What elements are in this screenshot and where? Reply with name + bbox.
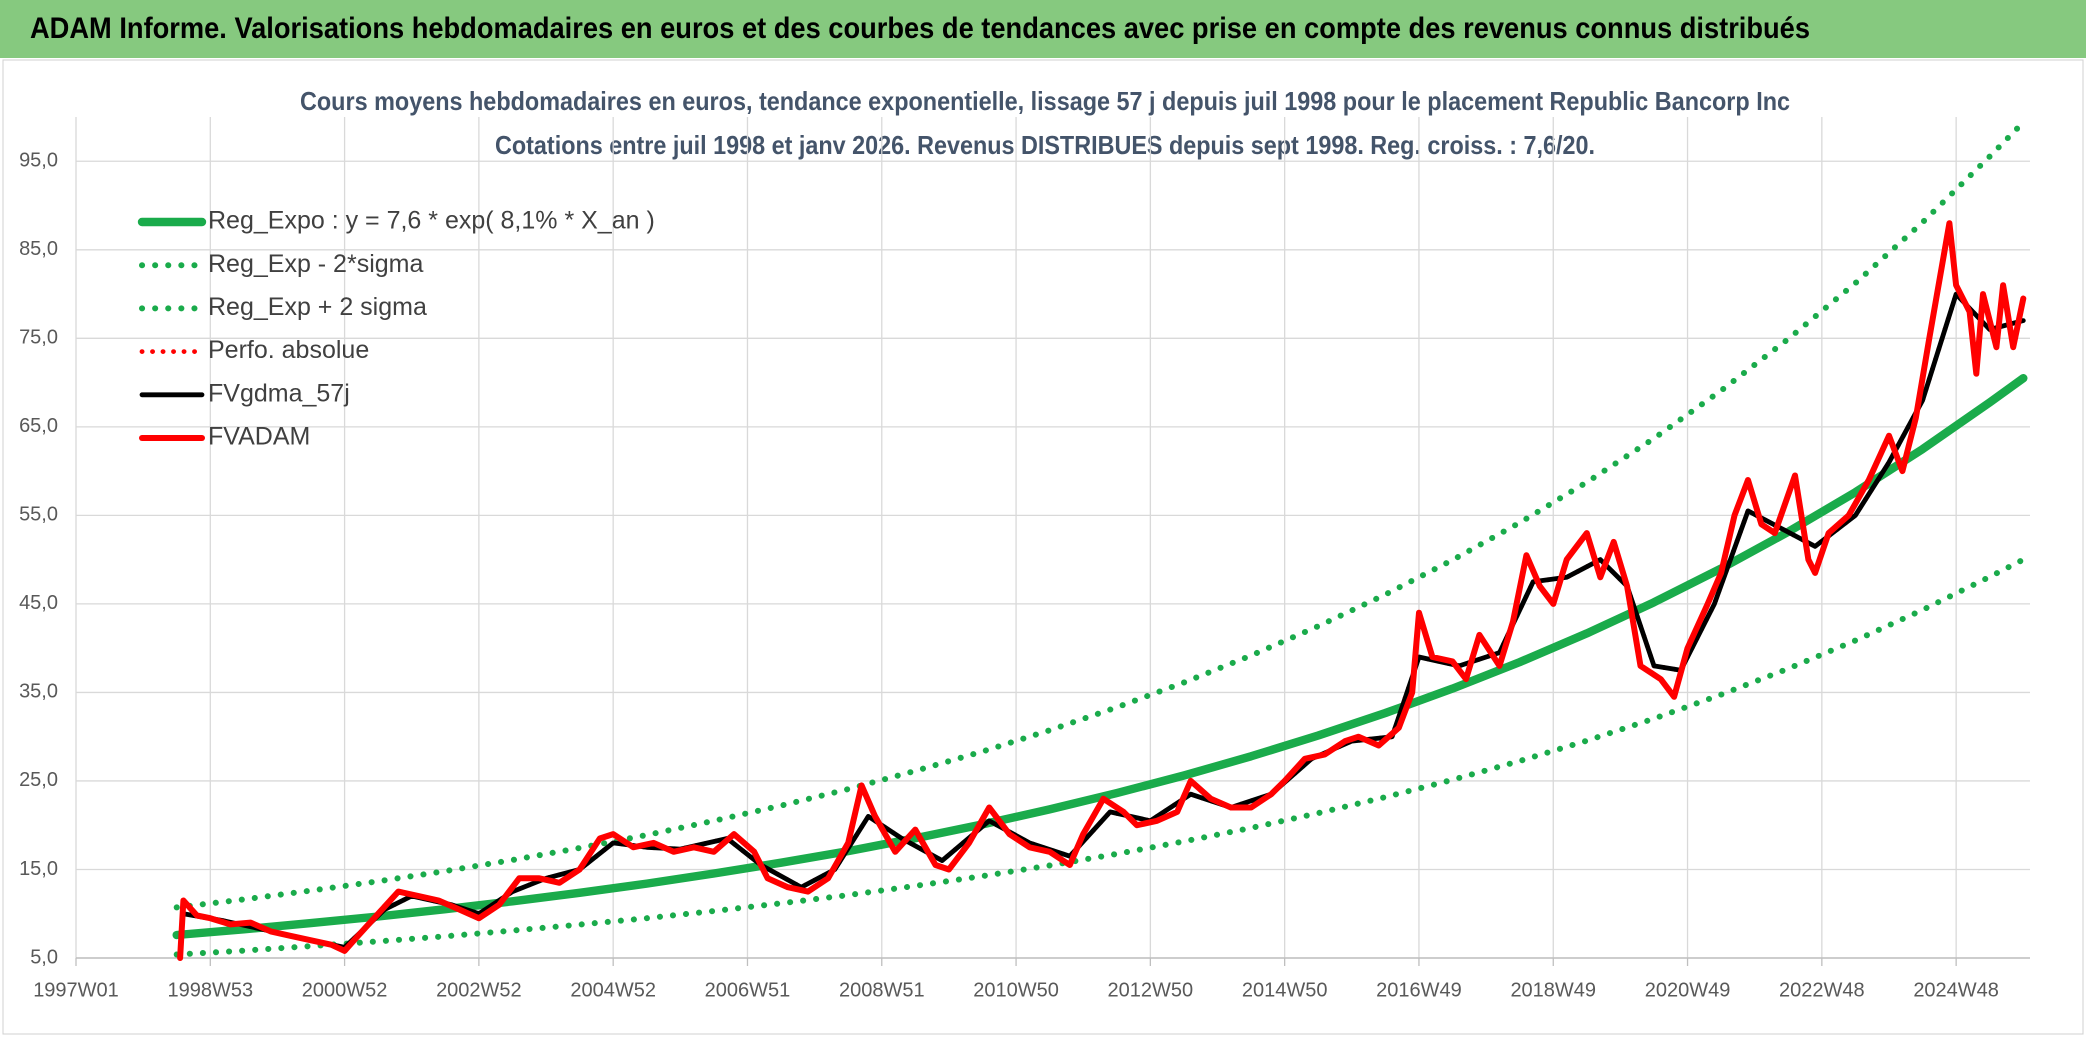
y-tick-label: 45,0 (19, 592, 58, 614)
legend-label: Reg_Exp - 2*sigma (208, 250, 423, 278)
legend-label: FVADAM (208, 423, 310, 451)
x-tick-label: 2018W49 (1510, 979, 1596, 1001)
x-tick-label: 2022W48 (1779, 979, 1865, 1001)
legend-label: Reg_Expo : y = 7,6 * exp( 8,1% * X_an ) (208, 207, 655, 235)
chart-subtitle: Cotations entre juil 1998 et janv 2026. … (495, 130, 1595, 160)
x-tick-label: 2020W49 (1645, 979, 1731, 1001)
y-tick-label: 5,0 (30, 946, 58, 968)
x-tick-label: 2024W48 (1913, 979, 1999, 1001)
y-tick-label: 95,0 (19, 150, 58, 172)
page-title: ADAM Informe. Valorisations hebdomadaire… (30, 12, 1810, 45)
x-tick-label: 1997W01 (33, 979, 119, 1001)
x-tick-label: 2016W49 (1376, 979, 1462, 1001)
x-tick-label: 2004W52 (570, 979, 656, 1001)
legend-label: Reg_Exp + 2 sigma (208, 293, 427, 321)
y-tick-label: 55,0 (19, 504, 58, 526)
x-tick-label: 2010W50 (973, 979, 1059, 1001)
y-tick-label: 75,0 (19, 327, 58, 349)
legend-label: Perfo. absolue (208, 336, 369, 364)
series-line (173, 556, 2027, 958)
y-tick-label: 25,0 (19, 769, 58, 791)
series-line (173, 119, 2027, 911)
x-tick-label: 2002W52 (436, 979, 522, 1001)
series-line (177, 220, 2027, 961)
y-tick-label: 15,0 (19, 858, 58, 880)
x-tick-label: 2006W51 (705, 979, 791, 1001)
x-tick-label: 2008W51 (839, 979, 925, 1001)
x-tick-label: 2012W50 (1108, 979, 1194, 1001)
chart-title: Cours moyens hebdomadaires en euros, ten… (300, 86, 1790, 116)
x-tick-label: 2014W50 (1242, 979, 1328, 1001)
x-tick-label: 1998W53 (167, 979, 253, 1001)
y-tick-label: 35,0 (19, 681, 58, 703)
x-tick-label: 2000W52 (302, 979, 388, 1001)
y-tick-label: 65,0 (19, 415, 58, 437)
header-bar (0, 0, 2086, 58)
legend-label: FVgdma_57j (208, 379, 350, 407)
y-tick-label: 85,0 (19, 238, 58, 260)
